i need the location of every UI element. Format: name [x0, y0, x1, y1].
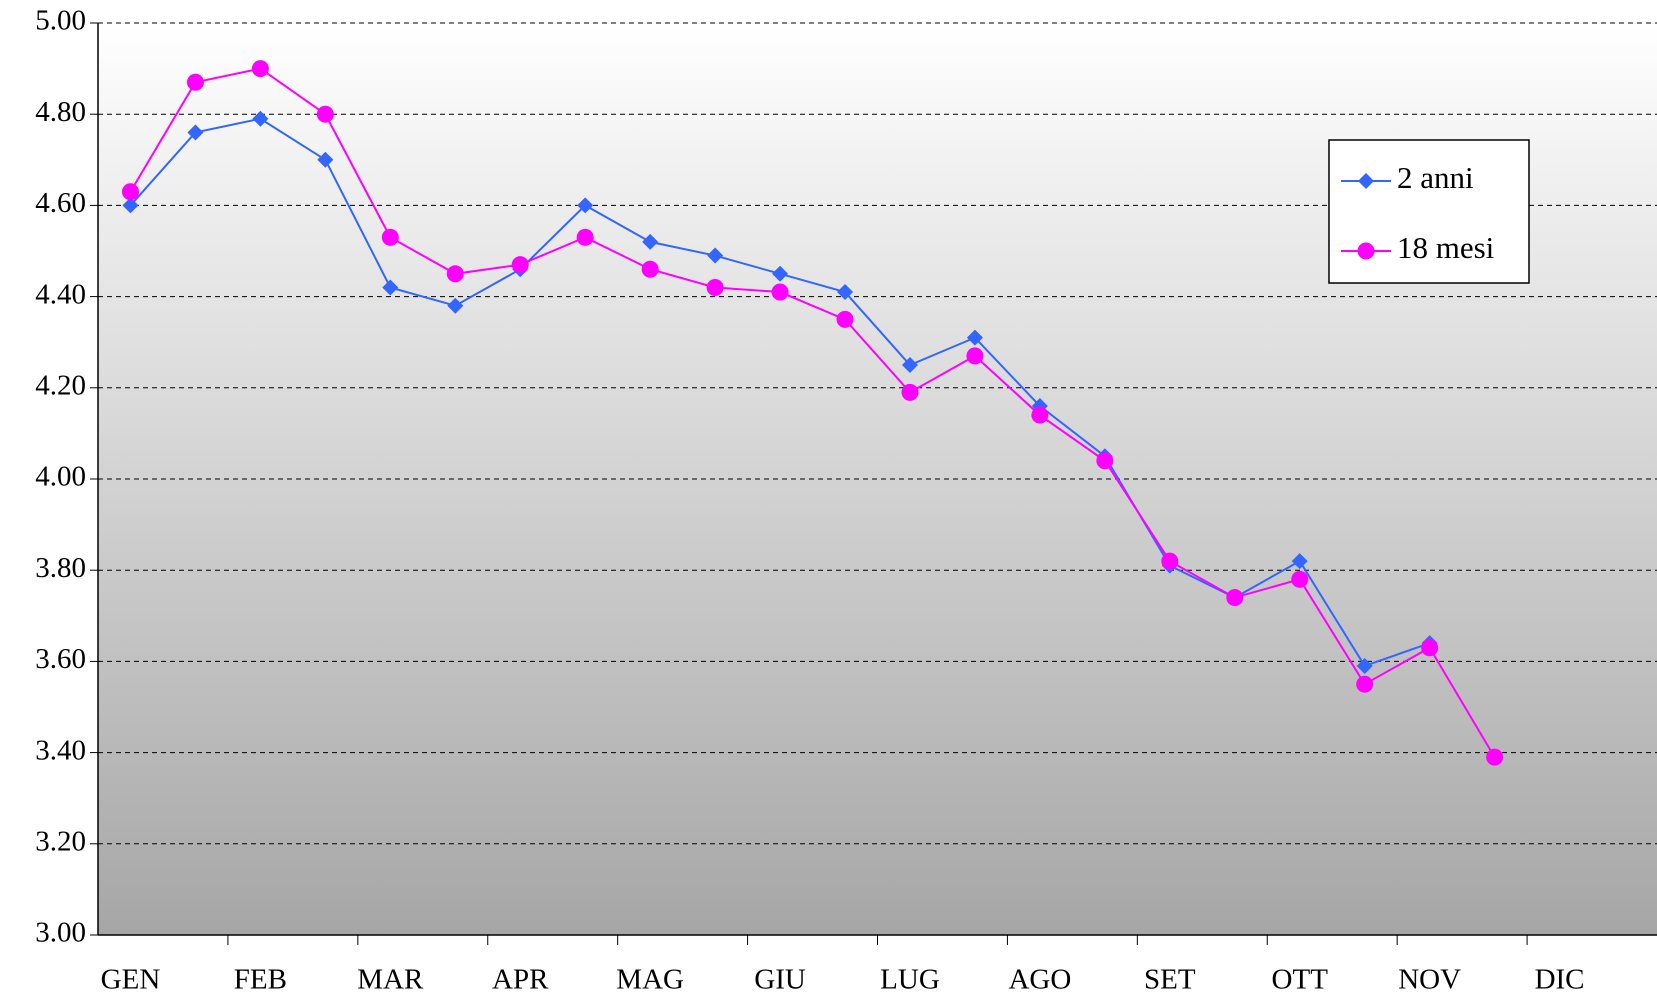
x-tick-label: NOV	[1398, 964, 1461, 996]
point	[1291, 553, 1308, 570]
x-tick-label: FEB	[234, 964, 287, 996]
point	[381, 228, 399, 246]
x-tick-label: GIU	[754, 964, 806, 996]
legend-marker	[1358, 173, 1374, 189]
point	[316, 105, 334, 123]
point	[966, 329, 983, 346]
point	[772, 265, 789, 282]
point	[1356, 657, 1373, 674]
point	[317, 151, 334, 168]
legend-marker	[1357, 242, 1375, 260]
point	[186, 73, 204, 91]
point	[1161, 552, 1179, 570]
x-tick-label: MAG	[616, 964, 684, 996]
point	[447, 297, 464, 314]
point	[836, 310, 854, 328]
point	[511, 256, 529, 274]
series-line	[129, 67, 1496, 758]
y-tick-label: 4.40	[35, 278, 86, 310]
y-tick-label: 3.00	[35, 917, 86, 949]
point	[1486, 748, 1504, 766]
x-tick-label: GEN	[101, 964, 161, 996]
y-tick-label: 4.00	[35, 461, 86, 493]
point	[1031, 406, 1049, 424]
y-tick-label: 3.20	[35, 825, 86, 857]
x-tick-label: AGO	[1008, 964, 1071, 996]
point	[837, 284, 854, 301]
legend-box	[1328, 139, 1530, 284]
point	[121, 183, 139, 201]
y-tick-label: 4.80	[35, 96, 86, 128]
point	[901, 383, 919, 401]
point	[382, 279, 399, 296]
point	[707, 247, 724, 264]
point	[1096, 452, 1114, 470]
point	[901, 357, 918, 373]
point	[251, 60, 269, 78]
legend-label: 2 anni	[1397, 160, 1474, 195]
x-tick-label: OTT	[1272, 964, 1329, 996]
point	[122, 197, 139, 214]
point	[966, 347, 984, 365]
point	[641, 260, 659, 278]
point	[1421, 639, 1439, 657]
y-tick-label: 3.60	[35, 643, 86, 675]
point	[771, 283, 789, 301]
y-tick-label: 4.20	[35, 369, 86, 401]
y-tick-label: 4.60	[35, 187, 86, 219]
point	[1356, 675, 1374, 693]
y-tick-label: 3.40	[35, 734, 86, 766]
point	[252, 110, 269, 127]
y-tick-label: 5.00	[35, 5, 86, 37]
x-tick-label: DIC	[1535, 964, 1585, 996]
legend-label: 18 mesi	[1397, 230, 1495, 265]
x-tick-label: LUG	[880, 964, 940, 996]
point	[1291, 570, 1309, 588]
point	[577, 197, 594, 214]
y-tick-label: 3.80	[35, 552, 86, 584]
x-tick-label: SET	[1144, 964, 1196, 996]
x-tick-label: MAR	[357, 964, 424, 996]
x-tick-label: APR	[492, 964, 549, 996]
point	[642, 233, 659, 250]
point	[1226, 589, 1244, 607]
point	[706, 278, 724, 296]
point	[187, 124, 204, 141]
point	[576, 228, 594, 246]
point	[446, 265, 464, 283]
